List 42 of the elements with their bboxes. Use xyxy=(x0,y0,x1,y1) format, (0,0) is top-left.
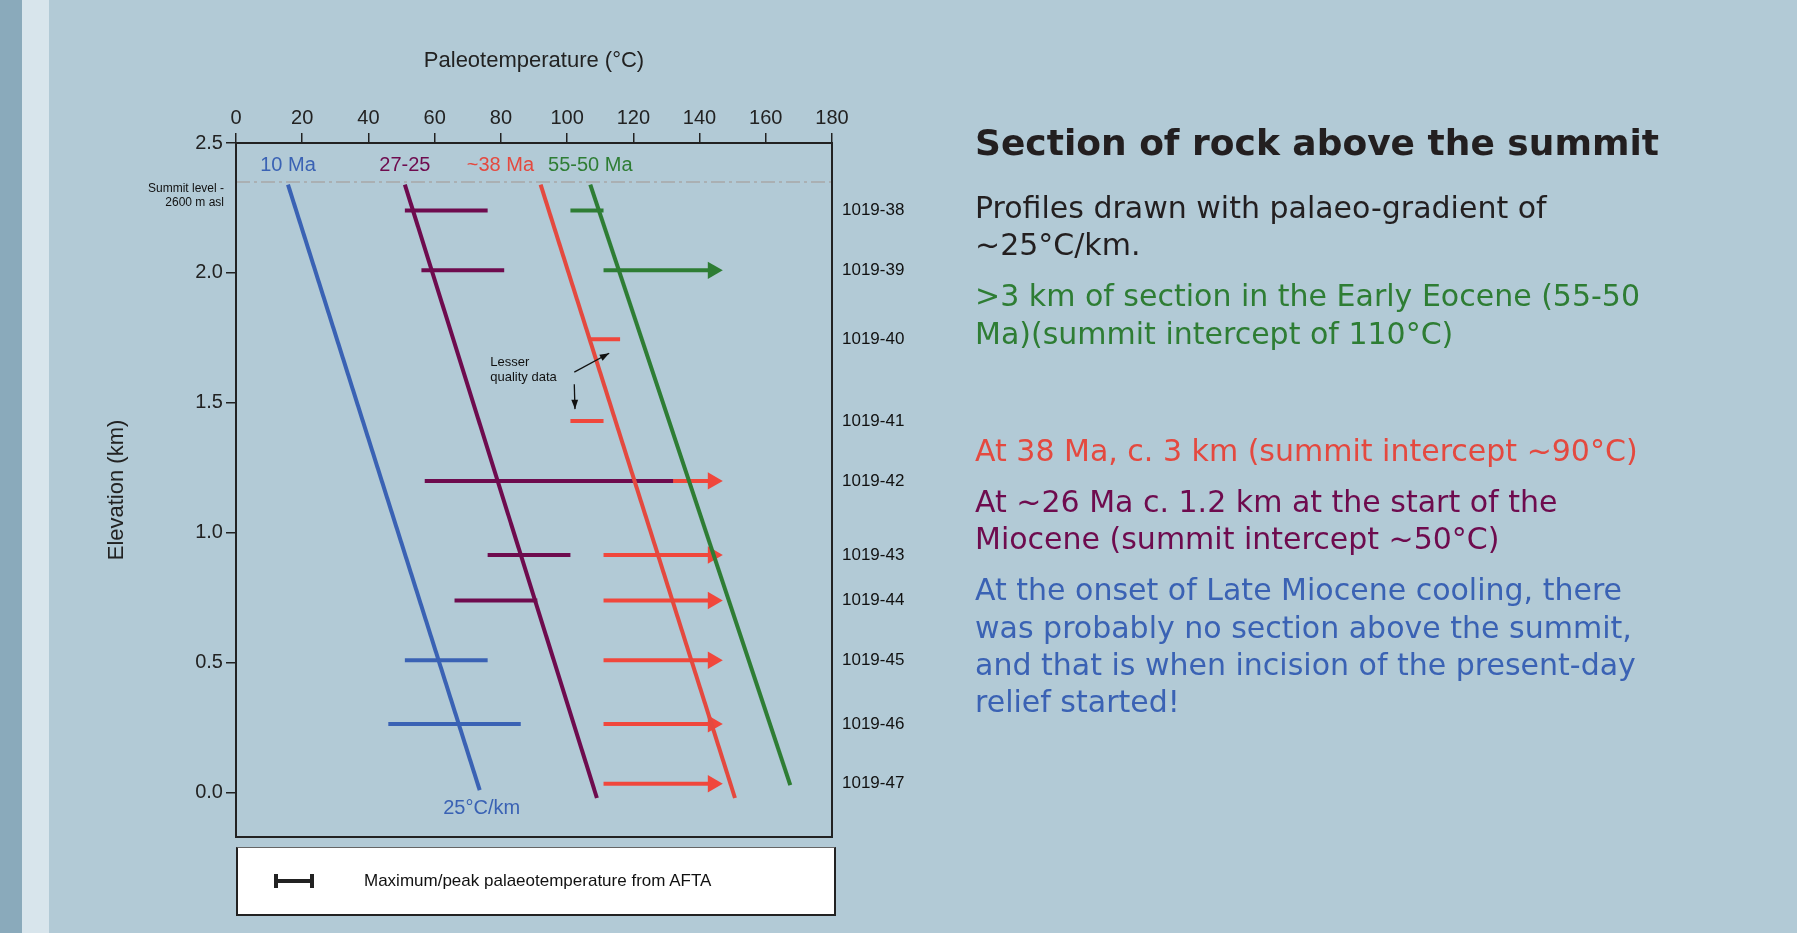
series-label: 10 Ma xyxy=(260,152,317,175)
x-axis-title: Paleotemperature (°C) xyxy=(423,47,645,73)
text: 1019-40 xyxy=(842,328,905,348)
x-tick-label: 180 xyxy=(815,105,849,128)
text: 1019-43 xyxy=(842,544,905,564)
x-tick-label: 60 xyxy=(423,105,446,128)
text: 1019-41 xyxy=(842,410,905,430)
text: Section of rock above the summit xyxy=(975,122,1660,163)
y-tick-label: 0.5 xyxy=(195,650,223,673)
y-tick-label: 2.0 xyxy=(195,260,223,283)
y-tick-label: 2.5 xyxy=(195,130,223,153)
series-label: 27-25 xyxy=(379,152,431,175)
annotation: Lesser quality data xyxy=(490,354,558,385)
text: 1019-42 xyxy=(842,470,905,490)
y-tick-label: 1.5 xyxy=(195,390,223,413)
x-tick-label: 160 xyxy=(749,105,783,128)
text: 1019-47 xyxy=(842,773,905,793)
text: 1019-39 xyxy=(842,260,905,280)
text: Maximum/peak palaeotemperature from AFTA xyxy=(364,871,712,891)
text: At 38 Ma, c. 3 km (summit intercept ~90°C) xyxy=(975,431,1639,469)
text: 1019-46 xyxy=(842,713,905,733)
x-tick-label: 40 xyxy=(357,105,380,128)
x-tick-label: 20 xyxy=(291,105,314,128)
y-tick-label: 1.0 xyxy=(195,520,223,543)
text: At the onset of Late Miocene cooling, there was probably no section above the summit, and that is when incision of the present-day relief started! xyxy=(975,571,1637,721)
series-label: 55-50 Ma xyxy=(548,152,634,175)
x-tick-label: 120 xyxy=(616,105,651,128)
text: At ~26 Ma c. 1.2 km at the start of the Miocene (summit intercept ~50°C) xyxy=(975,482,1559,558)
text: 1019-44 xyxy=(842,590,905,610)
x-tick-label: 140 xyxy=(682,105,717,128)
annotation: 25°C/km xyxy=(443,796,521,819)
x-tick-label: 100 xyxy=(550,105,584,128)
x-tick-label: 0 xyxy=(230,105,242,128)
ref-line-label: Summit level - 2600 m asl xyxy=(147,180,224,209)
series-label: ~38 Ma xyxy=(466,152,535,175)
text: 1019-38 xyxy=(842,200,905,220)
text: >3 km of section in the Early Eocene (55-50 Ma)(summit intercept of 110°C) xyxy=(975,277,1642,352)
x-tick-label: 80 xyxy=(489,105,513,128)
y-tick-label: 0.0 xyxy=(195,780,223,803)
text: 1019-45 xyxy=(842,649,905,669)
text: Profiles drawn with palaeo-gradient of ~25°C/km. xyxy=(975,189,1548,264)
y-axis-title: Elevation (km) xyxy=(103,419,129,561)
